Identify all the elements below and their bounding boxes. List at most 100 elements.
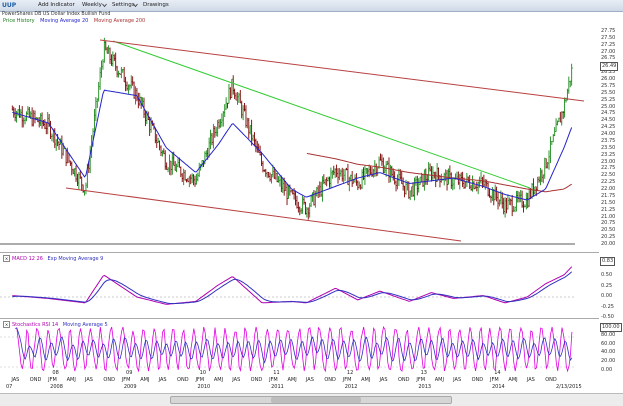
x-year-label: 2008 <box>50 384 63 390</box>
scrollbar-thumb[interactable] <box>271 397 361 403</box>
price-axis: 27.7527.5027.2527.0026.7526.5026.2526.00… <box>599 24 623 250</box>
close-icon[interactable]: × <box>3 321 10 328</box>
period-select[interactable]: Weekly <box>82 2 102 8</box>
price-tick-label: 26.75 <box>601 55 616 62</box>
stoch-tick-label: 20.00 <box>601 358 616 365</box>
legend-ma20[interactable]: Moving Average 20 <box>40 18 89 24</box>
symbol-label[interactable]: UUP <box>2 2 17 9</box>
x-year-tick: 10 <box>199 370 207 376</box>
x-month-label: OND <box>324 377 336 383</box>
x-year-tick: 11 <box>273 370 280 376</box>
x-month-label: AMJ <box>287 377 297 383</box>
price-tick-label: 25.50 <box>601 89 616 96</box>
x-year-tick: 09 <box>126 370 133 376</box>
price-tick-label: 24.25 <box>601 124 616 131</box>
price-pane <box>0 24 599 250</box>
price-tick-label: 27.75 <box>601 28 616 34</box>
x-month-label: JFM <box>342 377 352 383</box>
macd-axis: 0.750.500.250.00-0.25-0.500.83 <box>599 252 623 320</box>
x-year-tick: 14 <box>494 370 501 376</box>
x-month-label: OND <box>397 377 410 383</box>
x-month-label: AMJ <box>361 377 371 383</box>
x-month-label: AMJ <box>140 377 150 383</box>
last-date-label: 2/13/2015 <box>556 384 582 390</box>
legend-price[interactable]: Price History <box>3 18 35 24</box>
price-tick-label: 22.50 <box>601 172 616 179</box>
stoch-tick-label: 0.00 <box>601 367 613 373</box>
price-chart[interactable] <box>0 24 599 250</box>
price-tick-label: 24.00 <box>601 131 616 138</box>
price-current-value: 26.49 <box>600 61 619 71</box>
price-tick-label: 26.00 <box>601 76 616 83</box>
macd-signal-label[interactable]: Exp Moving Average 9 <box>47 256 104 262</box>
stoch-chart[interactable] <box>0 319 599 377</box>
price-tick-label: 20.50 <box>601 227 616 234</box>
macd-label[interactable]: MACD 12 26 <box>12 256 43 262</box>
macd-tick-label: -0.25 <box>601 303 614 310</box>
stoch-axis: 80.00 60.00 40.00 20.00 0.00 100.00 <box>599 318 623 376</box>
x-year-label: 2011 <box>271 384 284 390</box>
price-tick-label: 22.25 <box>601 179 616 186</box>
price-tick-label: 23.25 <box>601 151 616 158</box>
chevron-down-icon[interactable] <box>102 1 107 9</box>
chevron-down-icon[interactable] <box>133 1 138 9</box>
trendline-red-upper[interactable] <box>99 39 585 102</box>
chart-toolbar: UUP Add Indicator Weekly Settings Drawin… <box>0 0 623 12</box>
price-tick-label: 24.75 <box>601 110 616 117</box>
stoch-pane: × Stochastics RSI 14 Moving Average 5 <box>0 318 599 377</box>
close-icon[interactable]: × <box>3 255 10 262</box>
x-month-label: OND <box>250 377 263 383</box>
macd-chart[interactable] <box>0 253 599 318</box>
price-tick-label: 25.00 <box>601 103 616 110</box>
x-month-label: JAS <box>158 377 167 383</box>
instrument-name: PowerShares DB US Dollar Index Bullish F… <box>2 12 111 17</box>
x-month-label: AMJ <box>434 377 444 383</box>
x-month-label: JFM <box>416 377 426 383</box>
x-year-tick: 08 <box>52 370 59 376</box>
x-month-label: AMJ <box>213 377 224 383</box>
price-tick-label: 21.50 <box>601 199 616 206</box>
x-month-label: JFM <box>269 377 278 383</box>
x-month-label: AMJ <box>508 377 518 383</box>
x-month-label: JAS <box>11 377 20 383</box>
add-indicator-button[interactable]: Add Indicator <box>38 2 75 8</box>
trendline-red-lower[interactable] <box>65 187 462 242</box>
price-tick-label: 22.00 <box>601 186 616 193</box>
stoch-signal-label[interactable]: Moving Average 5 <box>62 322 108 328</box>
legend-ma200[interactable]: Moving Average 200 <box>93 18 146 24</box>
stoch-label[interactable]: Stochastics RSI 14 <box>12 322 59 328</box>
x-month-label: OND <box>545 377 557 383</box>
price-tick-label: 25.25 <box>601 96 616 103</box>
time-scrollbar[interactable] <box>170 396 452 404</box>
x-month-label: OND <box>177 377 189 383</box>
price-tick-label: 21.75 <box>601 192 616 199</box>
macd-signal-line <box>12 271 573 305</box>
x-year-label: 2012 <box>344 384 358 390</box>
price-tick-label: 23.75 <box>601 137 616 144</box>
x-month-label: OND <box>471 377 484 383</box>
x-month-label: AMJ <box>66 377 76 383</box>
macd-tick-label: 0.25 <box>601 282 613 289</box>
macd-tick-label: -0.50 <box>601 314 614 320</box>
x-month-label: OND <box>29 377 42 383</box>
price-legend: Price History Moving Average 20 Moving A… <box>3 18 149 25</box>
x-month-label: JFM <box>490 377 499 383</box>
macd-pane: × MACD 12 26 Exp Moving Average 9 <box>0 252 599 318</box>
bottom-bar <box>0 393 623 406</box>
x-year-label: 2014 <box>492 384 505 390</box>
x-month-label: JAS <box>526 377 535 383</box>
macd-tick-label: 0.00 <box>601 293 613 299</box>
x-year-label: 07 <box>6 384 13 390</box>
settings-button[interactable]: Settings <box>112 2 135 8</box>
price-tick-label: 20.75 <box>601 220 616 227</box>
x-month-label: JAS <box>305 377 314 383</box>
ma20-line <box>12 89 573 201</box>
stoch-tick-label: 60.00 <box>601 340 616 347</box>
price-tick-label: 25.75 <box>601 82 616 89</box>
price-tick-label: 24.50 <box>601 117 616 124</box>
drawings-button[interactable]: Drawings <box>143 2 169 8</box>
trendline-green[interactable] <box>112 40 531 189</box>
stoch-current-value: 100.00 <box>600 323 622 332</box>
x-month-label: OND <box>103 377 115 383</box>
price-tick-label: 20.00 <box>601 241 616 247</box>
